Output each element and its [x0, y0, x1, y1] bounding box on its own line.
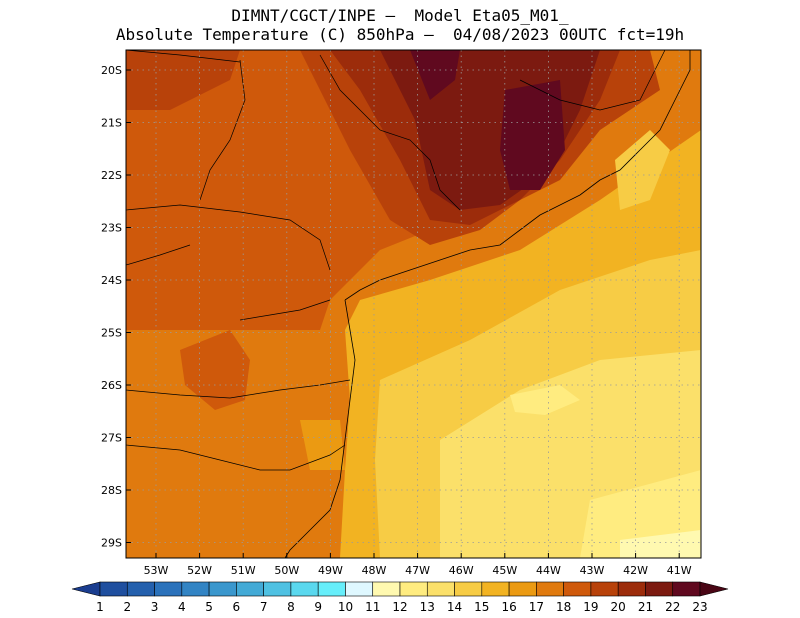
- map-frame: [125, 49, 702, 559]
- colorbar-label: 20: [611, 600, 626, 614]
- colorbar-label: 21: [638, 600, 653, 614]
- colorbar-label: 3: [151, 600, 159, 614]
- colorbar-label: 17: [529, 600, 544, 614]
- colorbar-label: 22: [665, 600, 680, 614]
- lon-tick-label: 41W: [667, 564, 692, 577]
- colorbar-swatch: [263, 581, 292, 597]
- colorbar-label: 10: [338, 600, 353, 614]
- colorbar-swatch: [208, 581, 237, 597]
- coastline: [344, 50, 691, 301]
- colorbar-swatch: [99, 581, 128, 597]
- lon-tick-label: 47W: [405, 564, 430, 577]
- title-line-1: DIMNT/CGCT/INPE – Model Eta05_M01_: [231, 6, 569, 25]
- lon-tick-label: 49W: [318, 564, 343, 577]
- grid-lines: [126, 50, 701, 558]
- temperature-field: [126, 50, 701, 558]
- temp-band-23a: [410, 50, 460, 100]
- lon-tick-label: 50W: [274, 564, 299, 577]
- colorbar-label: 7: [260, 600, 268, 614]
- temp-band-15b: [615, 130, 670, 210]
- lon-tick-label: 52W: [187, 564, 212, 577]
- colorbar-label: 14: [447, 600, 462, 614]
- state-border-4: [126, 379, 351, 399]
- colorbar-swatch: [290, 581, 319, 597]
- colorbar-swatch: [617, 581, 646, 597]
- colorbar-swatch: [590, 581, 619, 597]
- lon-tick-label: 53W: [144, 564, 169, 577]
- lon-tick-label: 44W: [536, 564, 561, 577]
- colorbar: 1 2 3 4 5 6 7 8 9 10 11 12 13 14 15 16 17 18 19 20 21 22 23: [71, 581, 729, 614]
- colorbar-swatch: [126, 581, 155, 597]
- lon-tick-label: 51W: [231, 564, 256, 577]
- temp-band-19b: [180, 330, 250, 410]
- colorbar-swatch: [645, 581, 674, 597]
- colorbar-swatch: [345, 581, 374, 597]
- map-title: DIMNT/CGCT/INPE – Model Eta05_M01_ Absol…: [0, 6, 800, 44]
- lat-tick-label: 28S: [101, 484, 122, 497]
- colorbar-swatch: [372, 581, 401, 597]
- colorbar-swatch: [399, 581, 428, 597]
- state-border-5: [126, 444, 346, 471]
- state-border-6: [199, 59, 246, 201]
- lat-tick-label: 22S: [101, 169, 122, 182]
- coastline-south: [284, 299, 356, 558]
- lat-tick-label: 29S: [101, 537, 122, 550]
- lat-tick-label: 23S: [101, 222, 122, 235]
- colorbar-swatch: [481, 581, 510, 597]
- title-line-2: Absolute Temperature (C) 850hPa – 04/08/…: [115, 25, 685, 44]
- lat-tick-label: 26S: [101, 379, 122, 392]
- state-border-1: [126, 204, 331, 271]
- colorbar-label: 2: [123, 600, 131, 614]
- colorbar-swatch: [672, 581, 701, 597]
- colorbar-swatch: [154, 581, 183, 597]
- lon-tick-label: 46W: [449, 564, 474, 577]
- temp-band-13a: [510, 385, 580, 415]
- temp-band-20a: [126, 50, 240, 110]
- colorbar-arrow-right: [699, 581, 729, 597]
- colorbar-swatch: [508, 581, 537, 597]
- colorbar-label: 1: [96, 600, 104, 614]
- state-border-9: [126, 50, 241, 63]
- colorbar-swatch: [426, 581, 455, 597]
- colorbar-label: 23: [692, 600, 707, 614]
- colorbar-label: 8: [287, 600, 295, 614]
- state-border-2: [126, 244, 191, 266]
- lon-tick-label: 45W: [492, 564, 517, 577]
- state-border-8: [519, 50, 666, 111]
- colorbar-swatch: [563, 581, 592, 597]
- latitude-axis: 20S 21S 22S 23S 24S 25S 26S 27S 28S 29S: [101, 64, 131, 550]
- colorbar-label: 13: [420, 600, 435, 614]
- colorbar-label: 18: [556, 600, 571, 614]
- lat-tick-label: 25S: [101, 327, 122, 340]
- colorbar-label: 9: [314, 600, 322, 614]
- temp-band-12: [620, 530, 701, 558]
- colorbar-swatch: [454, 581, 483, 597]
- colorbar-swatch: [236, 581, 264, 597]
- lat-tick-label: 20S: [101, 64, 122, 77]
- colorbar-label: 19: [583, 600, 598, 614]
- lat-tick-label: 27S: [101, 432, 122, 445]
- longitude-axis: 53W 52W 51W 50W 49W 48W 47W 46W 45W 44W 43W 42W 41W: [144, 553, 692, 577]
- lon-tick-label: 42W: [623, 564, 648, 577]
- colorbar-label: 15: [474, 600, 489, 614]
- lon-tick-label: 48W: [362, 564, 387, 577]
- lat-tick-label: 21S: [101, 117, 122, 130]
- colorbar-swatch: [536, 581, 564, 597]
- colorbar-swatch: [181, 581, 210, 597]
- colorbar-swatch: [317, 581, 346, 597]
- colorbar-arrow-left: [71, 581, 101, 597]
- colorbar-label: 5: [205, 600, 213, 614]
- state-border-3: [239, 299, 331, 321]
- colorbar-label: 4: [178, 600, 186, 614]
- temp-band-23b: [500, 80, 565, 190]
- colorbar-label: 16: [501, 600, 516, 614]
- state-border-7: [319, 54, 461, 211]
- colorbar-label: 11: [365, 600, 380, 614]
- colorbar-label: 12: [392, 600, 407, 614]
- lon-tick-label: 43W: [580, 564, 605, 577]
- colorbar-label: 6: [233, 600, 241, 614]
- temp-band-17: [300, 420, 345, 470]
- lat-tick-label: 24S: [101, 274, 122, 287]
